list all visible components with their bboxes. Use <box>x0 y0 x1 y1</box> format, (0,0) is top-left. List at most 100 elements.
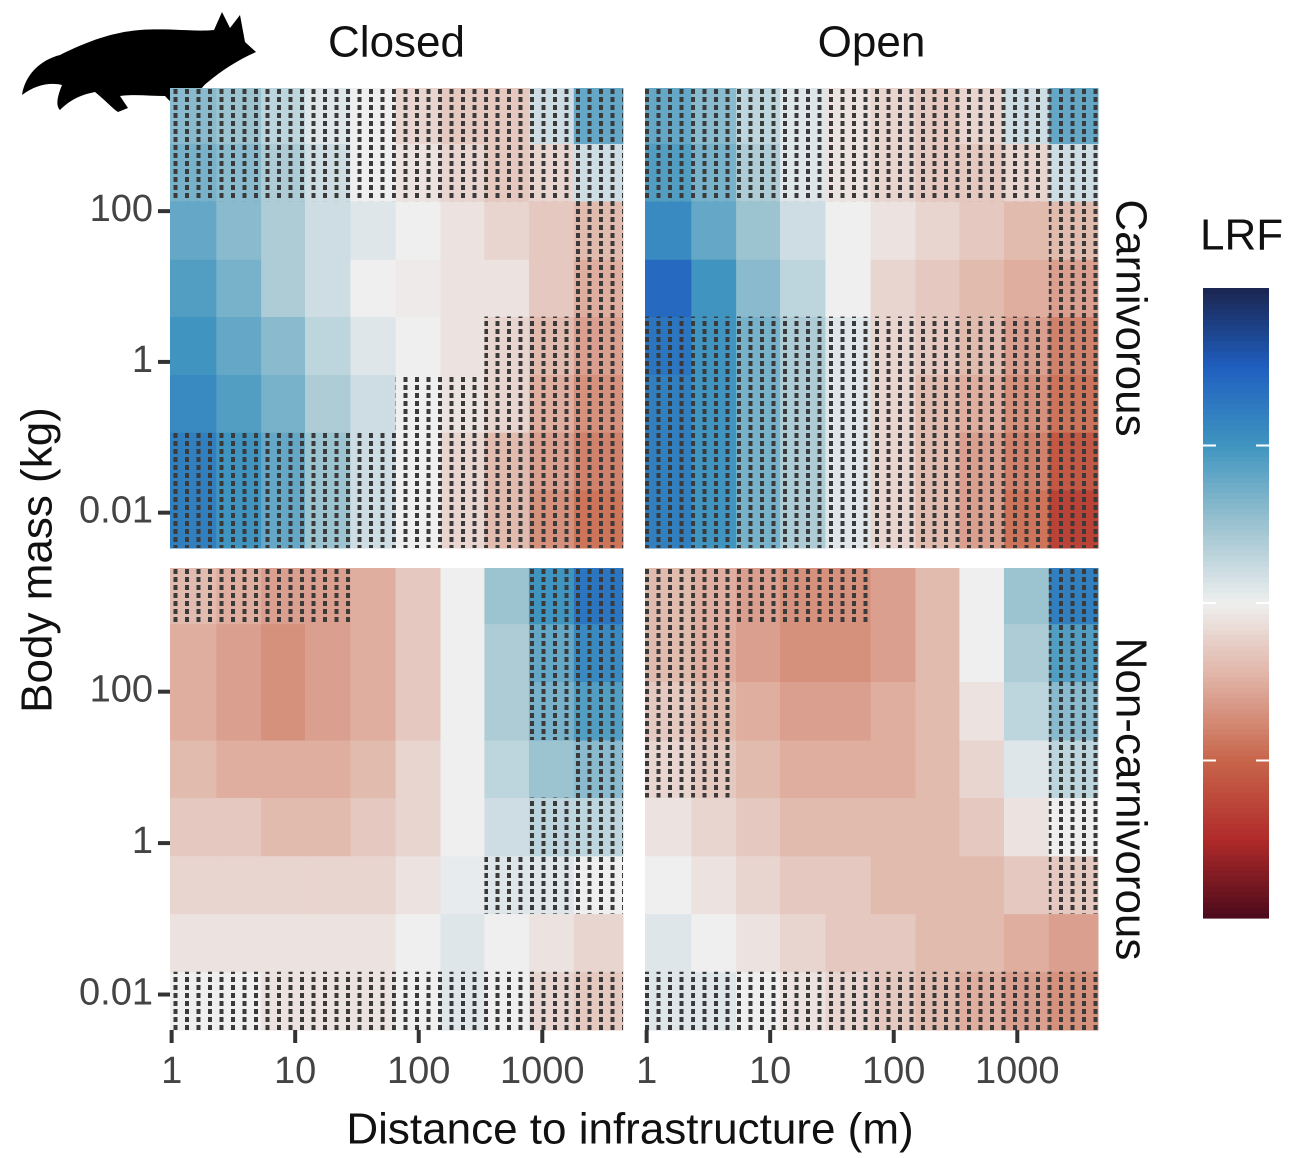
non-significant-hatch <box>691 375 736 433</box>
non-significant-hatch <box>1049 624 1098 682</box>
non-significant-hatch <box>396 972 441 1030</box>
colorbar-segment <box>1203 771 1269 777</box>
non-significant-hatch <box>574 490 623 548</box>
colorbar-segment <box>1203 341 1269 347</box>
non-significant-hatch <box>574 259 623 316</box>
non-significant-hatch <box>350 972 395 1030</box>
non-significant-hatch <box>645 143 691 201</box>
colorbar-segment <box>1203 467 1269 473</box>
colorbar-segment <box>1203 787 1269 793</box>
non-significant-hatch <box>780 375 825 433</box>
heat-cell <box>871 682 916 741</box>
heat-cell <box>1004 624 1049 682</box>
heat-cell <box>871 568 916 624</box>
non-significant-hatch <box>871 490 916 548</box>
heat-cell <box>305 259 351 317</box>
heat-cell <box>440 568 484 624</box>
heat-cell <box>915 568 959 624</box>
heat-cell <box>736 624 780 682</box>
non-significant-hatch <box>1049 972 1098 1030</box>
non-significant-hatch <box>574 432 623 490</box>
heat-cell <box>1004 740 1049 798</box>
colorbar-segment <box>1203 887 1269 893</box>
heat-cell <box>529 201 574 260</box>
non-significant-hatch <box>484 490 529 548</box>
colorbar-segment <box>1203 666 1269 672</box>
colorbar-segment <box>1203 792 1269 798</box>
non-significant-hatch <box>440 432 484 490</box>
heat-cell <box>440 201 484 260</box>
colorbar-segment <box>1203 614 1269 620</box>
heat-cell <box>871 259 916 317</box>
heat-cell <box>305 856 351 914</box>
colorbar-segment <box>1203 671 1269 677</box>
non-significant-hatch <box>529 432 574 490</box>
colorbar-segment <box>1203 351 1269 357</box>
colorbar-segment <box>1203 829 1269 835</box>
non-significant-hatch <box>396 490 441 548</box>
colorbar-segment <box>1203 656 1269 662</box>
non-significant-hatch <box>170 88 216 143</box>
non-significant-hatch <box>871 972 916 1030</box>
non-significant-hatch <box>825 143 870 201</box>
non-significant-hatch <box>1004 432 1049 490</box>
heat-cell <box>216 914 261 973</box>
heat-cell <box>915 624 959 682</box>
colorbar-segment <box>1203 435 1269 441</box>
non-significant-hatch <box>780 88 825 143</box>
colorbar-segment <box>1203 866 1269 872</box>
colorbar-segment <box>1203 839 1269 845</box>
colorbar-segment <box>1203 850 1269 856</box>
non-significant-hatch <box>1049 143 1098 201</box>
non-significant-hatch <box>736 972 780 1030</box>
colorbar-segment <box>1203 346 1269 352</box>
non-significant-hatch <box>261 490 305 548</box>
non-significant-hatch <box>691 972 736 1030</box>
heat-cell <box>959 682 1004 741</box>
non-significant-hatch <box>959 88 1004 143</box>
heat-cell <box>780 740 826 798</box>
colorbar-segment <box>1203 314 1269 320</box>
heat-cell <box>825 798 871 857</box>
colorbar-segment <box>1203 645 1269 651</box>
non-significant-hatch <box>396 375 441 433</box>
colorbar-segment <box>1203 845 1269 851</box>
heat-cell <box>825 682 871 741</box>
non-significant-hatch <box>305 972 350 1030</box>
non-significant-hatch <box>574 201 623 259</box>
colorbar-segment <box>1203 703 1269 709</box>
heat-cell <box>396 856 441 914</box>
non-significant-hatch <box>1049 798 1098 856</box>
non-significant-hatch <box>484 432 529 490</box>
colorbar-segment <box>1203 608 1269 614</box>
non-significant-hatch <box>529 856 574 914</box>
non-significant-hatch <box>396 143 441 201</box>
colorbar-segment <box>1203 824 1269 830</box>
non-significant-hatch <box>261 143 305 201</box>
colorbar-segment <box>1203 724 1269 730</box>
colorbar-segment <box>1203 330 1269 336</box>
colorbar-segment <box>1203 556 1269 562</box>
colorbar-segment <box>1203 713 1269 719</box>
non-significant-hatch <box>915 88 959 143</box>
heat-cell <box>691 798 736 857</box>
non-significant-hatch <box>529 624 574 682</box>
colorbar-segment <box>1203 734 1269 740</box>
heat-cell <box>216 317 261 376</box>
non-significant-hatch <box>529 798 574 856</box>
colorbar-segment <box>1203 477 1269 483</box>
colorbar-segment <box>1203 383 1269 389</box>
non-significant-hatch <box>736 375 780 433</box>
colorbar-segment <box>1203 377 1269 383</box>
non-significant-hatch <box>170 143 216 201</box>
heat-cell <box>915 914 959 973</box>
heat-cell <box>484 624 529 682</box>
colorbar-segment <box>1203 524 1269 530</box>
non-significant-hatch <box>871 375 916 433</box>
colorbar-segment <box>1203 488 1269 494</box>
non-significant-hatch <box>396 432 441 490</box>
non-significant-hatch <box>825 490 870 548</box>
heat-cell <box>305 201 351 260</box>
x-tick-label: 1 <box>636 1050 657 1092</box>
heat-cell <box>261 624 305 682</box>
